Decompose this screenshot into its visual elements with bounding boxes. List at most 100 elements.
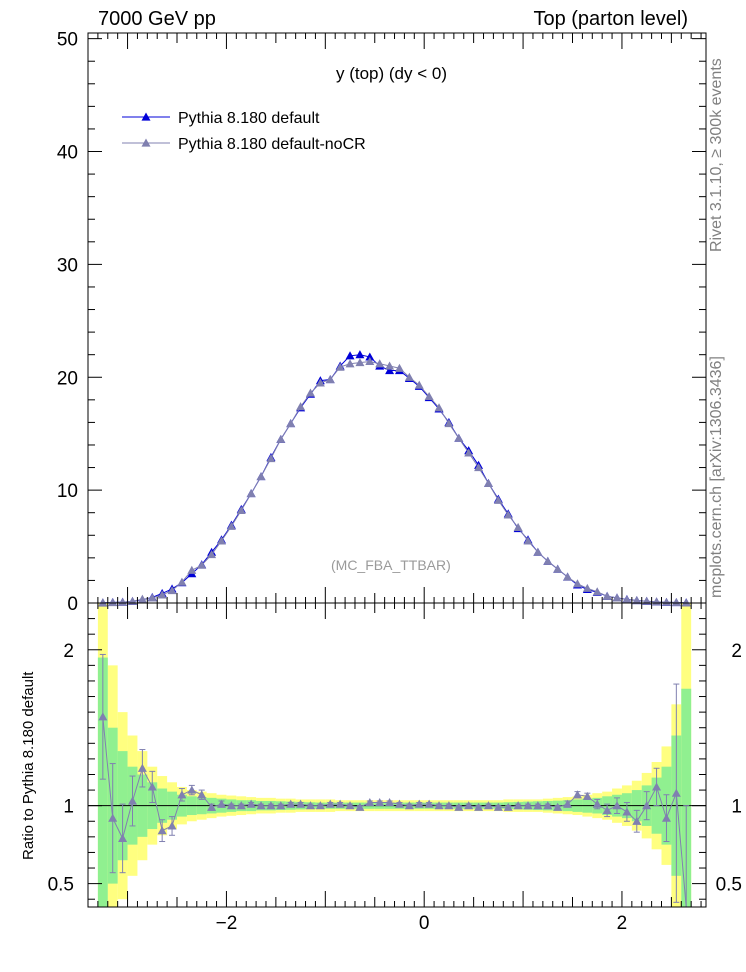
ratio-point-nocr: [108, 813, 118, 822]
ratio-point-nocr: [355, 802, 365, 811]
energy-label: 7000 GeV pp: [98, 8, 216, 30]
ratio-point-nocr: [572, 790, 582, 799]
analysis-watermark: (MC_FBA_TTBAR): [331, 557, 451, 573]
point-nocr: [256, 472, 266, 481]
point-nocr: [137, 594, 147, 603]
point-nocr: [167, 586, 177, 595]
legend: Pythia 8.180 default Pythia 8.180 defaul…: [122, 110, 366, 153]
point-default: [345, 351, 355, 360]
ratio-point-nocr: [404, 801, 414, 810]
legend-label-default: Pythia 8.180 default: [178, 110, 320, 127]
point-nocr: [177, 577, 187, 586]
axis-ticks: 0 10 20 30 40 50 −2 0 2 0.5 0.5 1 1 2 2: [48, 30, 742, 934]
point-nocr: [632, 596, 642, 605]
ratio-point-nocr: [661, 813, 671, 822]
legend-label-nocr: Pythia 8.180 default-noCR: [178, 136, 366, 153]
ratio-point-nocr: [127, 796, 137, 805]
point-nocr: [157, 590, 167, 599]
ratio-point-nocr: [424, 799, 434, 808]
plot-frames: [87, 32, 707, 908]
ratio-point-nocr: [434, 801, 444, 810]
ratio-point-nocr: [197, 790, 207, 799]
point-nocr: [98, 598, 108, 607]
ratio-point-nocr: [582, 791, 592, 800]
ratio-point-nocr: [226, 801, 236, 810]
point-nocr: [582, 583, 592, 592]
ratio-point-nocr: [483, 801, 493, 810]
tick-label: 10: [57, 481, 78, 502]
point-nocr: [513, 522, 523, 531]
point-nocr: [197, 560, 207, 569]
legend-marker-default: [141, 112, 151, 121]
ratio-uncertainty-bands: [88, 603, 706, 907]
ratio-point-nocr: [493, 802, 503, 811]
point-nocr: [681, 598, 691, 607]
point-nocr: [592, 587, 602, 596]
ratio-point-nocr: [177, 790, 187, 799]
ratio-point-nocr: [464, 801, 474, 810]
ratio-point-nocr: [503, 802, 513, 811]
ratio-point-nocr: [602, 805, 612, 814]
point-nocr: [315, 378, 325, 387]
ratio-point-nocr: [394, 799, 404, 808]
tick-label: 0: [419, 913, 430, 934]
point-nocr: [296, 402, 306, 411]
point-default: [365, 352, 375, 361]
point-nocr: [612, 593, 622, 602]
ratio-point-nocr: [137, 763, 147, 772]
point-nocr: [325, 375, 335, 384]
point-nocr: [434, 403, 444, 412]
ratio-point-nocr: [98, 712, 108, 721]
ratio-point-nocr: [236, 801, 246, 810]
legend-marker-nocr: [141, 138, 151, 147]
ratio-band-green: [97, 657, 108, 907]
ratio-point-nocr: [444, 801, 454, 810]
ratio-point-nocr: [157, 826, 167, 835]
ratio-point-nocr: [246, 799, 256, 808]
point-nocr: [533, 547, 543, 556]
ratio-series-group: [98, 653, 690, 908]
point-nocr: [385, 361, 395, 370]
point-nocr: [622, 595, 632, 604]
ratio-point-nocr: [216, 799, 226, 808]
point-nocr: [602, 591, 612, 600]
point-nocr: [414, 380, 424, 389]
ratio-band-green: [681, 688, 692, 907]
point-nocr: [553, 564, 563, 573]
point-nocr: [454, 433, 464, 442]
point-nocr: [474, 463, 484, 472]
ratio-point-nocr: [385, 798, 395, 807]
ratio-point-nocr: [632, 816, 642, 825]
ratio-plot-frame: [87, 602, 707, 908]
ratio-point-nocr: [187, 785, 197, 794]
series-line-default: [102, 354, 687, 604]
point-nocr: [464, 448, 474, 457]
ratio-point-nocr: [671, 788, 681, 797]
point-nocr: [493, 495, 503, 504]
point-nocr: [276, 434, 286, 443]
tick-label: 0: [67, 594, 78, 615]
point-nocr: [375, 359, 385, 368]
point-nocr: [305, 388, 315, 397]
point-nocr: [563, 572, 573, 581]
tick-label: 20: [57, 368, 78, 389]
tick-label: 2: [617, 913, 628, 934]
point-nocr: [286, 419, 296, 428]
point-default: [355, 350, 365, 359]
ratio-point-nocr: [474, 802, 484, 811]
point-nocr: [503, 510, 513, 519]
point-nocr: [118, 597, 128, 606]
ratio-point-nocr: [167, 821, 177, 830]
point-nocr: [572, 579, 582, 588]
ratio-point-nocr: [553, 802, 563, 811]
ratio-point-nocr: [335, 799, 345, 808]
ratio-point-nocr: [325, 799, 335, 808]
plot-title: y (top) (dy < 0): [336, 64, 448, 83]
point-nocr: [523, 536, 533, 545]
ratio-point-nocr: [563, 799, 573, 808]
point-nocr: [365, 356, 375, 366]
tick-label: 50: [57, 30, 78, 51]
ratio-point-nocr: [592, 799, 602, 808]
ratio-point-nocr: [642, 801, 652, 810]
